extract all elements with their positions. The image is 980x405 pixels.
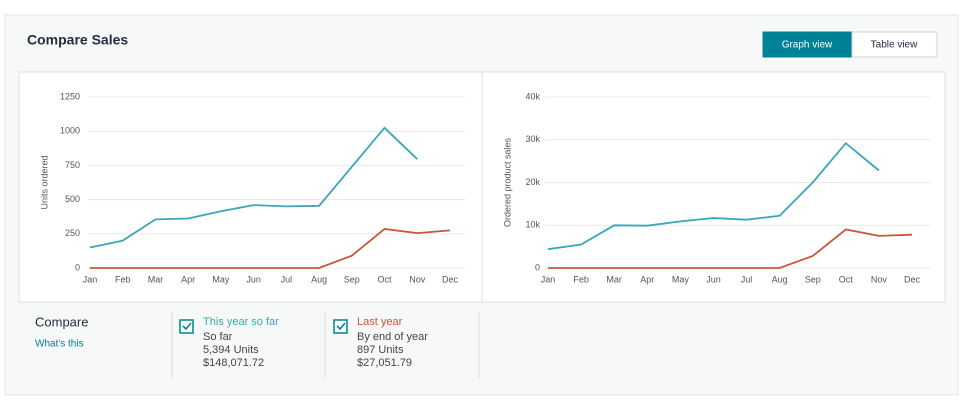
y-tick-label: 10k xyxy=(525,220,540,230)
option-label: This year so far xyxy=(203,316,279,328)
x-tick-label: Oct xyxy=(378,274,393,284)
option-units: 5,394 Units xyxy=(203,344,259,356)
series-line xyxy=(548,228,913,269)
x-tick-label: Apr xyxy=(640,274,654,284)
x-tick-label: May xyxy=(212,274,230,284)
x-tick-label: Aug xyxy=(772,274,788,284)
option-sales: $148,071.72 xyxy=(203,357,264,369)
y-tick-label: 250 xyxy=(65,228,80,238)
x-tick-label: Jan xyxy=(83,274,98,284)
x-tick-label: Jun xyxy=(706,274,721,284)
checkmark xyxy=(182,322,192,331)
compare-title: Compare xyxy=(35,314,88,329)
series-line xyxy=(547,141,880,251)
chart-panel xyxy=(481,71,946,303)
y-axis-label: Ordered product sales xyxy=(502,137,512,227)
x-tick-label: May xyxy=(672,274,690,284)
table-view-label[interactable]: Table view xyxy=(871,40,918,51)
x-tick-label: Apr xyxy=(181,274,195,284)
option-label: Last year xyxy=(357,316,403,328)
x-tick-label: Sep xyxy=(344,274,360,284)
whats-this-link[interactable]: What's this xyxy=(35,339,84,350)
card-title: Compare Sales xyxy=(27,32,128,48)
series-line xyxy=(90,228,451,269)
x-tick-label: Aug xyxy=(311,274,327,284)
option-sales: $27,051.79 xyxy=(357,357,412,369)
series-line xyxy=(89,126,418,249)
option-period: So far xyxy=(203,331,233,343)
x-tick-label: Nov xyxy=(871,274,888,284)
x-tick-label: Dec xyxy=(904,274,921,284)
x-tick-label: Nov xyxy=(409,274,426,284)
graph-view-label[interactable]: Graph view xyxy=(782,40,833,51)
y-tick-label: 0 xyxy=(535,262,540,272)
x-tick-label: Mar xyxy=(148,274,164,284)
checkbox[interactable] xyxy=(333,319,348,334)
checkmark xyxy=(336,322,346,331)
x-tick-label: Oct xyxy=(839,274,854,284)
y-tick-label: 0 xyxy=(75,262,80,272)
y-tick-label: 1250 xyxy=(60,91,80,101)
y-tick-label: 500 xyxy=(65,194,80,204)
y-tick-label: 40k xyxy=(525,91,540,101)
x-tick-label: Jul xyxy=(281,274,293,284)
x-tick-label: Feb xyxy=(573,274,589,284)
graph-view-button[interactable] xyxy=(762,31,853,58)
table-view-button[interactable] xyxy=(851,31,938,58)
option-period: By end of year xyxy=(357,331,428,343)
checkbox[interactable] xyxy=(179,319,194,334)
chart-panel xyxy=(18,71,483,303)
x-tick-label: Mar xyxy=(606,274,622,284)
y-axis-label: Units ordered xyxy=(39,155,49,209)
y-tick-label: 20k xyxy=(525,177,540,187)
x-tick-label: Jun xyxy=(246,274,261,284)
y-tick-label: 30k xyxy=(525,134,540,144)
option-units: 897 Units xyxy=(357,344,404,356)
y-tick-label: 750 xyxy=(65,160,80,170)
x-tick-label: Jan xyxy=(541,274,556,284)
x-tick-label: Jul xyxy=(741,274,753,284)
x-tick-label: Dec xyxy=(442,274,459,284)
y-tick-label: 1000 xyxy=(60,126,80,136)
x-tick-label: Feb xyxy=(115,274,131,284)
x-tick-label: Sep xyxy=(805,274,821,284)
